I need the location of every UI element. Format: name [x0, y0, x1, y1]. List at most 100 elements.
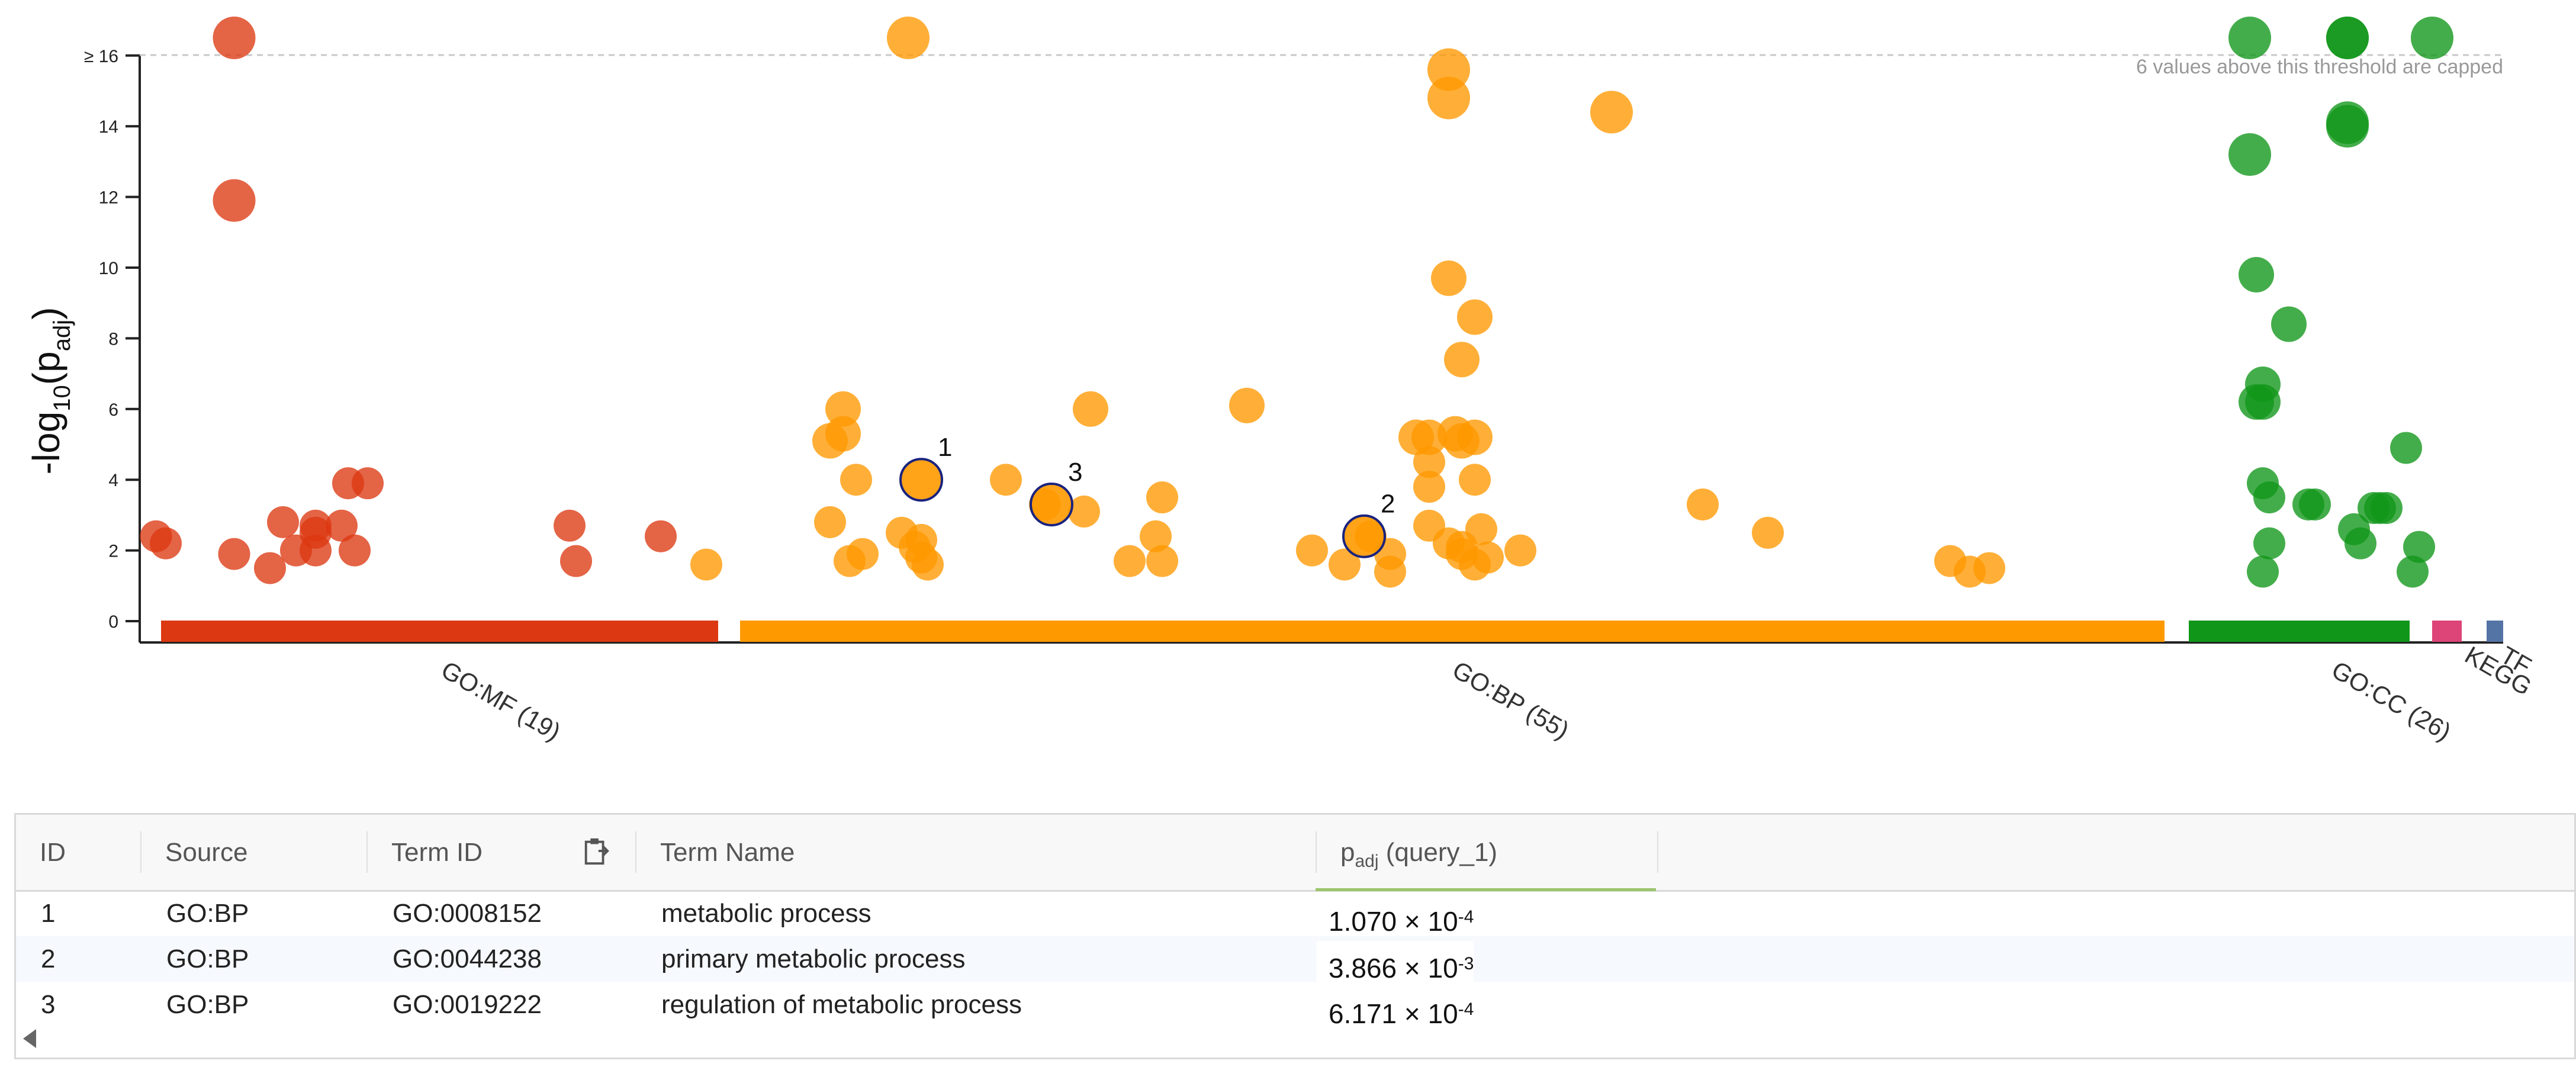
term-point[interactable] [2326, 16, 2369, 59]
term-point[interactable] [213, 16, 256, 59]
term-point[interactable] [2228, 16, 2271, 59]
term-point[interactable] [1459, 464, 1491, 496]
term-point[interactable] [887, 16, 930, 59]
term-point[interactable] [2292, 488, 2324, 520]
term-point[interactable] [339, 534, 371, 567]
term-point[interactable] [254, 552, 286, 584]
term-point[interactable] [1296, 534, 1328, 567]
clipboard-icon[interactable] [582, 837, 610, 867]
col-header-term-name[interactable]: Term Name [660, 838, 795, 867]
term-point[interactable] [1446, 538, 1478, 570]
term-point[interactable] [814, 506, 846, 538]
highlight-label: 1 [938, 433, 952, 462]
y-tick-label: 4 [108, 471, 118, 490]
term-point[interactable] [912, 548, 944, 581]
table-row[interactable]: 3 GO:BP GO:0019222 regulation of metabol… [16, 982, 2574, 1029]
term-point[interactable] [326, 509, 358, 542]
scroll-left-icon[interactable] [23, 1029, 36, 1048]
y-tick-label: 12 [99, 188, 118, 208]
term-point[interactable] [1229, 387, 1265, 423]
term-point[interactable] [2247, 555, 2279, 588]
term-point[interactable] [1140, 520, 1172, 552]
term-point[interactable] [1374, 555, 1406, 588]
term-point[interactable] [2253, 527, 2285, 560]
term-point[interactable] [2390, 432, 2422, 464]
col-header-padj[interactable]: padj (query_1) [1340, 838, 1498, 871]
cell-source: GO:BP [166, 899, 249, 928]
term-point[interactable] [2228, 133, 2271, 176]
term-point[interactable] [2253, 481, 2285, 514]
cell-source: GO:BP [166, 944, 249, 973]
term-point[interactable] [213, 179, 256, 222]
term-point[interactable] [1472, 541, 1504, 574]
term-point[interactable] [1329, 548, 1361, 581]
term-point[interactable] [300, 516, 332, 549]
col-header-source[interactable]: Source [165, 838, 248, 867]
y-tick-label: ≥ 16 [84, 47, 118, 66]
category-bar-go-bp[interactable] [740, 621, 2165, 642]
term-point[interactable] [1413, 509, 1445, 542]
col-header-term-id[interactable]: Term ID [391, 838, 483, 867]
term-point[interactable] [1114, 545, 1146, 577]
category-bar-go-mf[interactable] [161, 621, 718, 642]
term-point[interactable] [1504, 534, 1536, 567]
term-point[interactable] [1973, 552, 2005, 584]
term-point[interactable] [1073, 391, 1108, 427]
term-point[interactable] [2411, 16, 2453, 59]
cell-id: 2 [41, 944, 56, 973]
term-point[interactable] [825, 391, 861, 427]
highlighted-point[interactable] [899, 458, 943, 502]
category-bar-tf[interactable] [2487, 621, 2503, 642]
term-point[interactable] [1465, 513, 1497, 545]
cell-padj: 6.171 × 10-4 [1329, 998, 1474, 1029]
term-point[interactable] [840, 464, 872, 496]
y-tick-label: 0 [108, 612, 118, 632]
term-point[interactable] [560, 545, 592, 577]
term-point[interactable] [267, 506, 299, 538]
term-point[interactable] [1431, 260, 1467, 296]
term-point[interactable] [1413, 471, 1445, 503]
term-point[interactable] [690, 548, 722, 581]
y-tick-label: 2 [108, 542, 118, 561]
term-point[interactable] [218, 538, 250, 570]
highlighted-point[interactable] [1342, 514, 1386, 558]
term-point[interactable] [990, 464, 1022, 496]
term-point[interactable] [825, 416, 861, 452]
term-point[interactable] [834, 545, 866, 577]
term-point[interactable] [2403, 531, 2435, 563]
term-point[interactable] [1752, 516, 1784, 549]
term-point[interactable] [1444, 342, 1480, 378]
term-point[interactable] [2239, 256, 2274, 293]
col-header-id[interactable]: ID [40, 838, 66, 867]
term-point[interactable] [352, 467, 384, 500]
results-table: ID Source Term ID Term Name padj (query_… [14, 813, 2576, 1059]
term-point[interactable] [1146, 545, 1178, 577]
highlight-label: 2 [1381, 490, 1395, 519]
term-point[interactable] [645, 520, 677, 552]
category-bar-go-cc[interactable] [2189, 621, 2410, 642]
highlighted-point[interactable] [1030, 482, 1073, 526]
term-point[interactable] [2364, 491, 2396, 524]
term-point[interactable] [2397, 555, 2429, 588]
table-row[interactable]: 2 GO:BP GO:0044238 primary metabolic pro… [16, 936, 2574, 986]
category-label: GO:BP (55) [1448, 655, 1574, 744]
cell-id: 1 [41, 899, 56, 928]
term-point[interactable] [1427, 76, 1470, 120]
term-point[interactable] [554, 509, 586, 542]
term-point[interactable] [2345, 527, 2376, 560]
term-point[interactable] [1457, 299, 1493, 335]
term-point[interactable] [150, 527, 182, 560]
term-point[interactable] [1457, 419, 1493, 455]
term-point[interactable] [2326, 101, 2369, 144]
table-row[interactable]: 1 GO:BP GO:0008152 metabolic process 1.0… [16, 891, 2574, 937]
term-point[interactable] [1146, 481, 1178, 514]
category-bar-kegg[interactable] [2432, 621, 2462, 642]
y-axis-label: -log10(padj) [25, 307, 75, 475]
term-point[interactable] [1398, 419, 1434, 455]
term-point[interactable] [2245, 384, 2281, 420]
term-point[interactable] [1687, 488, 1719, 520]
term-point[interactable] [2271, 306, 2307, 342]
term-point[interactable] [1068, 495, 1100, 528]
term-point[interactable] [1590, 91, 1633, 134]
y-tick-label: 6 [108, 400, 118, 420]
